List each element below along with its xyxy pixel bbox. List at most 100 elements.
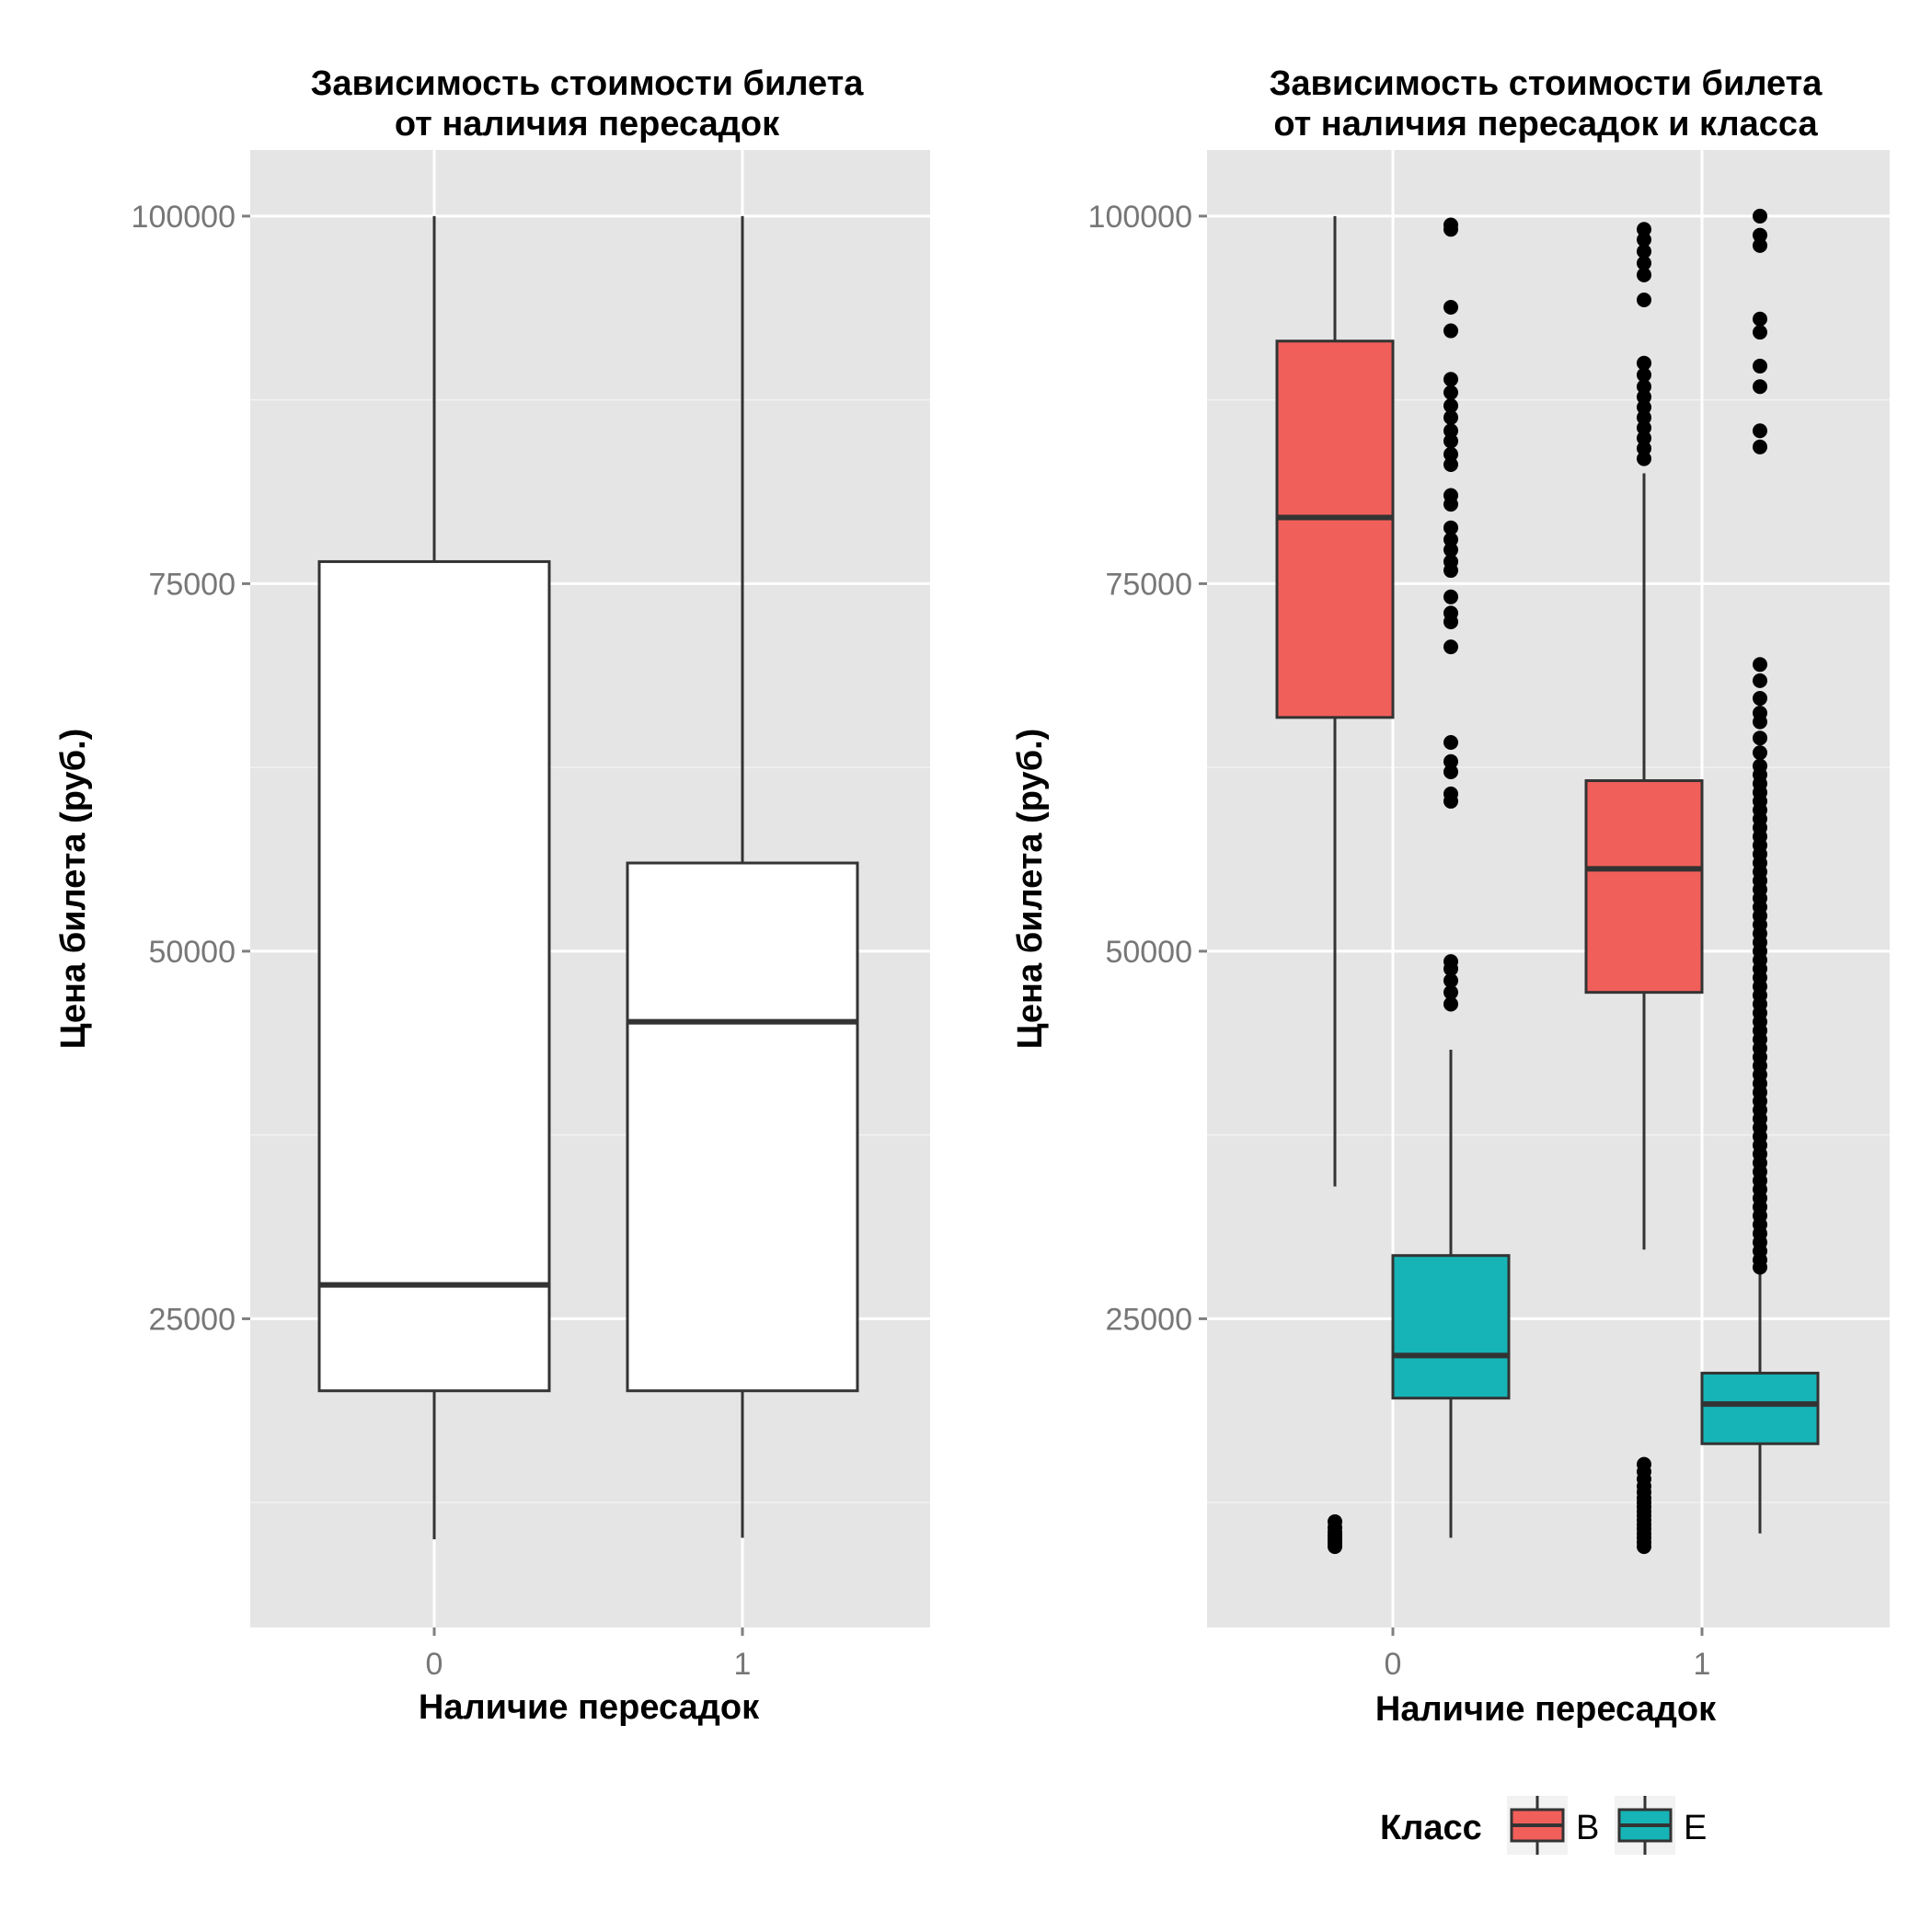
right-boxes	[1275, 208, 1820, 1555]
left-y-tick-label: 75000	[148, 567, 236, 602]
left-y-tick-label: 100000	[132, 200, 236, 235]
right-x-axis: 0 1	[1385, 1627, 1711, 1682]
outlier-point	[1443, 764, 1458, 779]
outlier-point	[1443, 639, 1458, 655]
outlier-point	[1753, 758, 1767, 774]
box-group-B-0	[1275, 215, 1395, 1555]
left-y-tick-label: 25000	[148, 1302, 236, 1337]
outlier-point	[1443, 323, 1458, 339]
box-group-B-1	[1584, 222, 1704, 1555]
outlier-point	[1443, 786, 1458, 801]
outlier-point	[1443, 488, 1458, 503]
outlier-point	[1753, 311, 1767, 327]
outlier-point	[1443, 734, 1458, 750]
right-y-tick-label: 50000	[1105, 935, 1192, 970]
outlier-point	[1637, 232, 1651, 247]
box	[317, 559, 551, 1393]
outlier-point	[1753, 237, 1767, 253]
outlier-point	[1753, 423, 1767, 439]
outlier-point	[1443, 984, 1458, 1000]
outlier-point	[1637, 244, 1651, 259]
right-chart-title-line-1: Зависимость стоимости билета	[1270, 64, 1823, 103]
outlier-point	[1443, 456, 1458, 472]
outlier-point	[1753, 745, 1767, 761]
outlier-point	[1328, 1513, 1342, 1529]
right-y-tick-label: 25000	[1105, 1302, 1192, 1337]
right-y-axis-title: Цена билета (руб.)	[1011, 729, 1050, 1050]
outlier-point	[1637, 389, 1651, 405]
left-x-tick-label: 0	[426, 1647, 443, 1682]
right-y-axis: 25000 50000 75000 100000	[1088, 200, 1207, 1337]
left-y-axis-title: Цена билета (руб.)	[54, 729, 93, 1050]
outlier-point	[1753, 358, 1767, 374]
outlier-point	[1443, 542, 1458, 558]
outlier-point	[1443, 423, 1458, 439]
box	[626, 861, 859, 1393]
right-x-tick-label: 0	[1385, 1647, 1402, 1682]
box-group-1	[626, 215, 859, 1538]
outlier-point	[1443, 520, 1458, 535]
outlier-point	[1443, 605, 1458, 621]
outlier-point	[1637, 1456, 1651, 1472]
right-chart-title-line-2: от наличия пересадок и класса	[1273, 105, 1818, 144]
left-x-axis: 0 1	[426, 1627, 752, 1682]
left-x-tick-label: 1	[734, 1647, 752, 1682]
legend-key-b	[1507, 1796, 1568, 1855]
legend-label-b: B	[1576, 1809, 1599, 1847]
box-group-E-1	[1700, 208, 1820, 1534]
outlier-point	[1753, 673, 1767, 688]
outlier-point	[1443, 398, 1458, 414]
outlier-point	[1443, 372, 1458, 387]
right-y-tick-label: 75000	[1105, 567, 1192, 602]
left-y-tick-label: 50000	[148, 935, 236, 970]
outlier-point	[1753, 730, 1767, 746]
legend-title: Класс	[1380, 1809, 1482, 1847]
left-chart-title-line-2: от наличия пересадок	[395, 105, 780, 144]
legend-key-e	[1615, 1796, 1675, 1855]
outlier-point	[1753, 691, 1767, 707]
box	[1391, 1254, 1511, 1400]
outlier-point	[1753, 325, 1767, 340]
outlier-point	[1753, 706, 1767, 721]
outlier-point	[1637, 431, 1651, 446]
box-group-E-0	[1391, 217, 1511, 1538]
box-group-0	[317, 215, 551, 1540]
outlier-point	[1637, 451, 1651, 466]
outlier-point	[1637, 420, 1651, 436]
outlier-point	[1637, 355, 1651, 371]
outlier-point	[1443, 433, 1458, 449]
legend: Класс B E	[1380, 1796, 1707, 1855]
outlier-point	[1637, 267, 1651, 282]
outlier-point	[1443, 217, 1458, 233]
outlier-point	[1753, 227, 1767, 243]
outlier-point	[1637, 256, 1651, 271]
right-y-tick-label: 100000	[1088, 200, 1192, 235]
left-x-axis-title: Наличие пересадок	[419, 1688, 760, 1727]
outlier-point	[1443, 299, 1458, 315]
outlier-point	[1443, 589, 1458, 604]
right-chart: Зависимость стоимости билета от наличия …	[1011, 64, 1890, 1855]
outlier-point	[1637, 441, 1651, 456]
left-y-axis: 25000 50000 75000 100000	[132, 200, 250, 1337]
outlier-point	[1443, 753, 1458, 769]
box	[1584, 779, 1704, 995]
outlier-point	[1637, 409, 1651, 425]
outlier-point	[1443, 409, 1458, 425]
right-x-tick-label: 1	[1694, 1647, 1711, 1682]
left-boxes	[317, 215, 859, 1540]
outlier-point	[1443, 446, 1458, 462]
outlier-point	[1443, 554, 1458, 569]
outlier-point	[1637, 379, 1651, 395]
outlier-point	[1753, 379, 1767, 395]
outlier-point	[1443, 532, 1458, 547]
outlier-point	[1443, 954, 1458, 970]
outlier-point	[1753, 208, 1767, 224]
right-x-axis-title: Наличие пересадок	[1375, 1690, 1717, 1729]
box	[1275, 339, 1395, 719]
outlier-point	[1637, 399, 1651, 415]
outlier-point	[1753, 439, 1767, 454]
outlier-point	[1637, 292, 1651, 307]
outlier-point	[1443, 972, 1458, 988]
box	[1700, 1372, 1820, 1445]
